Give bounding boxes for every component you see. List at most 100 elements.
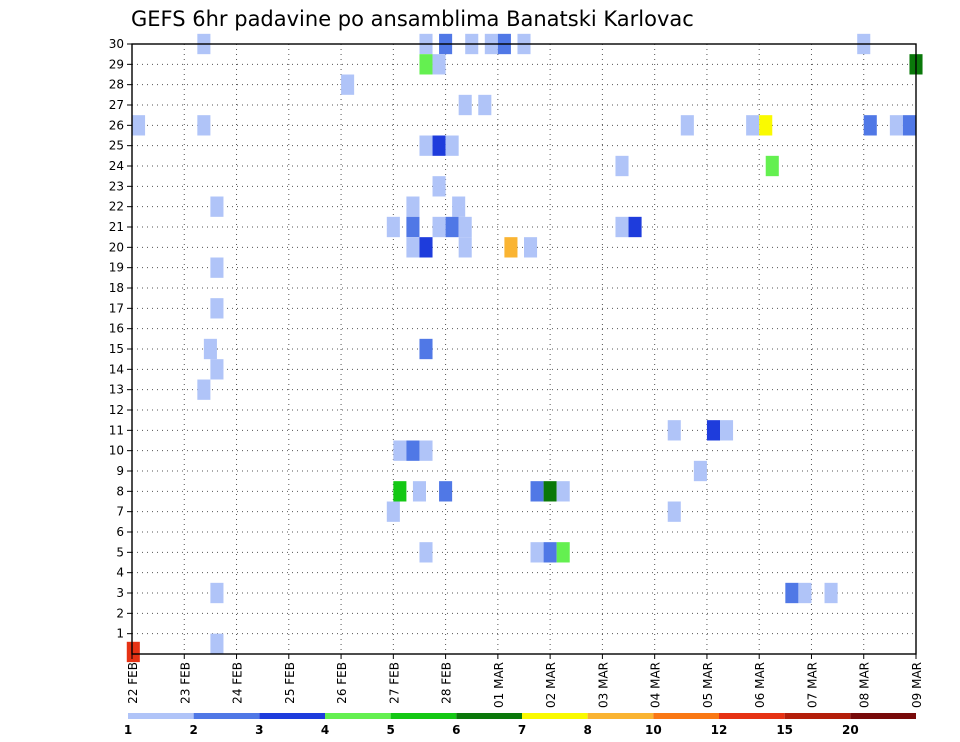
colorbar-label: 8 (583, 723, 591, 737)
y-tick-label: 18 (109, 281, 124, 295)
grid-layer (131, 43, 917, 654)
heatmap-cell (863, 115, 877, 136)
heatmap-cell (530, 481, 544, 502)
colorbar-swatch (259, 713, 325, 719)
heatmap-cell (478, 94, 492, 116)
y-tick-label: 17 (109, 301, 124, 315)
x-tick-label: 07 MAR (805, 662, 819, 708)
colorbar-swatch (522, 713, 588, 719)
heatmap-cell (706, 420, 720, 441)
heatmap-cell (543, 542, 557, 563)
y-tick-label: 7 (116, 505, 124, 519)
y-tick-label: 11 (109, 423, 124, 437)
heatmap-cell (132, 115, 146, 136)
heatmap-cell (439, 481, 453, 502)
x-tick-label: 27 FEB (387, 662, 401, 704)
y-tick-label: 28 (109, 78, 124, 92)
heatmap-cell (556, 542, 570, 563)
y-tick-label: 27 (109, 98, 124, 112)
heatmap-cell (419, 54, 433, 75)
heatmap-cell (452, 196, 466, 217)
heatmap-cell (458, 216, 472, 238)
y-tick-label: 19 (109, 261, 124, 275)
y-tick-label: 6 (116, 525, 124, 539)
heatmap-cell (445, 216, 459, 238)
heatmap-cell (210, 196, 224, 217)
heatmap-cell (419, 338, 433, 360)
heatmap-cell (406, 237, 420, 258)
heatmap-cell (406, 196, 420, 217)
heatmap-cell (432, 176, 446, 197)
cells-layer (126, 33, 923, 663)
x-tick-label: 04 MAR (649, 662, 663, 708)
colorbar-swatch (325, 713, 391, 719)
x-tick-label: 03 MAR (596, 662, 610, 708)
y-tick-label: 24 (109, 159, 124, 173)
x-tick-label: 23 FEB (178, 662, 192, 704)
heatmap-cell (210, 298, 224, 319)
heatmap-cell (419, 440, 433, 461)
heatmap-cell (419, 237, 433, 258)
y-tick-label: 4 (116, 566, 124, 580)
plot-frame (131, 43, 917, 655)
heatmap-cell (419, 542, 433, 563)
y-tick-label: 2 (116, 606, 124, 620)
colorbar-label: 6 (452, 723, 460, 737)
y-tick-label: 20 (109, 240, 124, 254)
colorbar: 1 2 3 4 5 6 7 8 10 12 15 20 (124, 713, 916, 737)
colorbar-swatch (653, 713, 719, 719)
colorbar-label: 1 (124, 723, 132, 737)
heatmap-cell (341, 74, 355, 95)
heatmap-cell (556, 481, 570, 502)
colorbar-label: 4 (321, 723, 329, 737)
heatmap-cell (746, 115, 760, 136)
y-tick-label: 25 (109, 139, 124, 153)
y-tick-label: 23 (109, 179, 124, 193)
chart-title: GEFS 6hr padavine po ansamblima Banatski… (131, 7, 694, 31)
heatmap-cell (386, 501, 400, 522)
colorbar-label: 7 (518, 723, 526, 737)
x-tick-label: 22 FEB (126, 662, 140, 704)
heatmap-cell (386, 216, 400, 238)
heatmap-cell (210, 359, 224, 380)
heatmap-cell (197, 379, 211, 400)
colorbar-label: 5 (386, 723, 394, 737)
heatmap-cell (210, 582, 224, 604)
colorbar-label: 10 (645, 723, 662, 737)
x-tick-label: 28 FEB (440, 662, 454, 704)
heatmap-cell (432, 135, 446, 156)
x-axis: 22 FEB 23 FEB 24 FEB 25 FEB 26 FEB 27 FEB 28 F… (126, 654, 924, 708)
x-tick-label: 24 FEB (231, 662, 245, 704)
heatmap-cell (197, 115, 211, 136)
heatmap-cell (693, 460, 707, 482)
x-tick-label: 09 MAR (910, 662, 924, 708)
y-tick-label: 14 (109, 362, 124, 376)
y-tick-label: 22 (109, 200, 124, 214)
colorbar-label: 3 (255, 723, 263, 737)
heatmap-cell (393, 481, 407, 502)
y-tick-label: 3 (116, 586, 124, 600)
colorbar-swatch (193, 713, 260, 719)
colorbar-label: 20 (842, 723, 859, 737)
y-tick-label: 9 (116, 464, 124, 478)
colorbar-swatch (719, 713, 785, 719)
heatmap-cell (393, 440, 407, 461)
heatmap-cell (203, 338, 217, 360)
heatmap-cell (759, 115, 773, 136)
heatmap-cell (628, 216, 642, 238)
heatmap-cell (406, 440, 420, 461)
y-tick-label: 26 (109, 118, 124, 132)
x-tick-label: 26 FEB (335, 662, 349, 704)
y-tick-label: 29 (109, 57, 124, 71)
colorbar-swatch (587, 713, 654, 719)
y-tick-label: 30 (109, 37, 124, 51)
x-tick-label: 02 MAR (544, 662, 558, 708)
y-axis: 1234567891011121314151617181920212223242… (109, 37, 132, 641)
heatmap-cell (458, 237, 472, 258)
heatmap-cell (412, 481, 426, 502)
heatmap-cell (824, 582, 838, 604)
y-tick-label: 10 (109, 444, 124, 458)
heatmap-cell (667, 501, 681, 522)
